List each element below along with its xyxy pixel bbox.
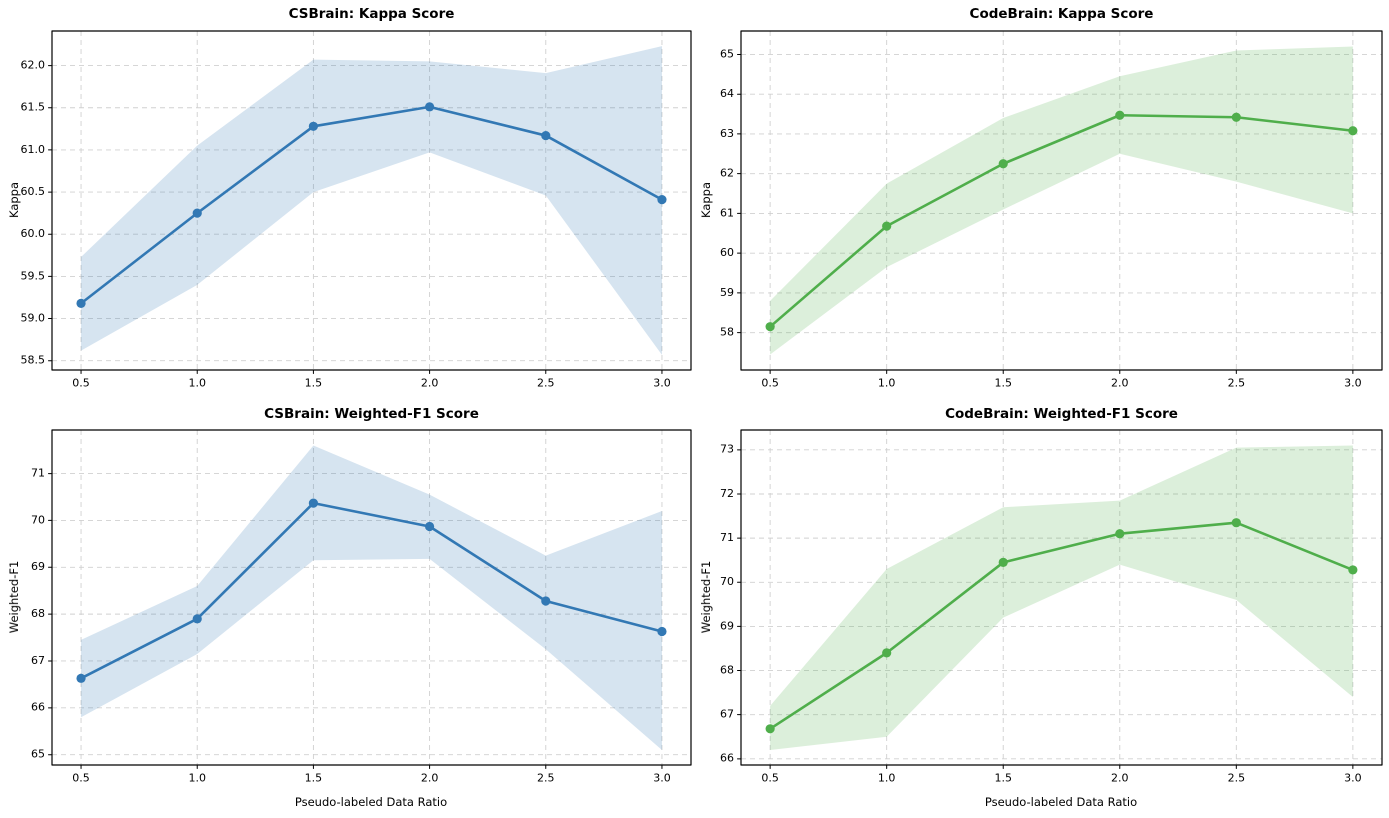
chart-title-csbrain-weightedf1: CSBrain: Weighted-F1 Score bbox=[264, 406, 479, 422]
chart-csbrain-kappa: CSBrain: Kappa Score Kappa bbox=[0, 0, 695, 409]
chart-title-codebrain-kappa: CodeBrain: Kappa Score bbox=[969, 6, 1154, 22]
chart-codebrain-kappa: CodeBrain: Kappa Score Kappa bbox=[694, 0, 1389, 409]
csbrain-weightedf1-plot-area bbox=[0, 409, 695, 818]
y-axis-label-weightedf1: Weighted-F1 bbox=[7, 560, 21, 634]
x-axis-label-pseudo-ratio: Pseudo-labeled Data Ratio bbox=[984, 795, 1138, 809]
chart-title-csbrain-kappa: CSBrain: Kappa Score bbox=[288, 6, 455, 22]
chart-codebrain-weightedf1: CodeBrain: Weighted-F1 Score Weighted-F1… bbox=[694, 406, 1389, 818]
codebrain-weightedf1-plot-area bbox=[694, 409, 1389, 818]
csbrain-kappa-plot-area bbox=[0, 0, 695, 409]
codebrain-kappa-plot-area bbox=[694, 0, 1389, 409]
x-axis-label-pseudo-ratio: Pseudo-labeled Data Ratio bbox=[294, 795, 448, 809]
chart-title-codebrain-weightedf1: CodeBrain: Weighted-F1 Score bbox=[945, 406, 1178, 422]
y-axis-label-kappa: Kappa bbox=[699, 181, 713, 219]
y-axis-label-kappa: Kappa bbox=[7, 181, 21, 219]
chart-csbrain-weightedf1: CSBrain: Weighted-F1 Score Weighted-F1 P… bbox=[0, 406, 695, 818]
y-axis-label-weightedf1: Weighted-F1 bbox=[699, 560, 713, 634]
